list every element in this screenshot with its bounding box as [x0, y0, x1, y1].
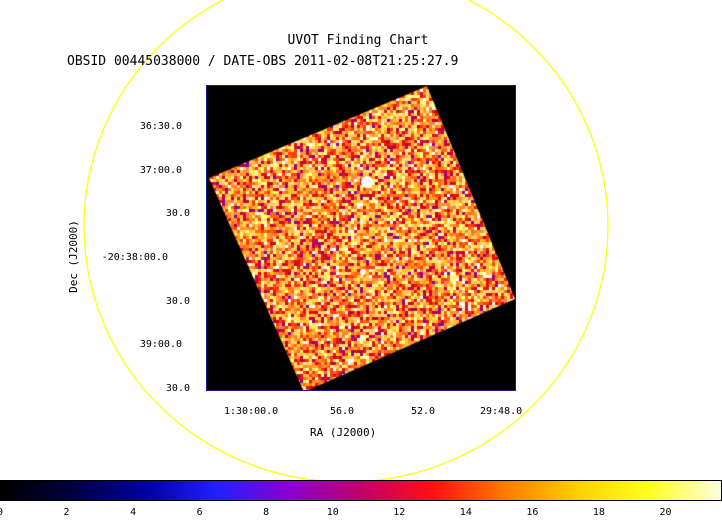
ra-tick-2: 56.0: [330, 406, 355, 417]
colorbar-tick: 20: [659, 507, 672, 518]
ra-tick-1: 1:30:00.0: [224, 406, 279, 417]
colorbar-tick: 18: [592, 507, 605, 518]
x-axis-label: RA (J2000): [310, 426, 377, 439]
colorbar-tick: 8: [263, 507, 270, 518]
dec-tick-1: 36:30.0: [139, 121, 182, 132]
colorbar-tick: 2: [63, 507, 70, 518]
dec-tick-5: 30.0: [165, 296, 190, 307]
colorbar-tick: 16: [526, 507, 539, 518]
colorbar-tick: 4: [130, 507, 137, 518]
dec-tick-3: 30.0: [165, 208, 190, 219]
colorbar-tick: 10: [326, 507, 339, 518]
observation-line: OBSID 00445038000 / DATE-OBS 2011-02-08T…: [67, 54, 459, 69]
colorbar-tick: 14: [459, 507, 472, 518]
colorbar: [0, 480, 722, 501]
ra-tick-3: 52.0: [411, 406, 436, 417]
chart-title: UVOT Finding Chart: [287, 33, 429, 48]
dec-tick-4: -20:38:00.0: [101, 252, 168, 263]
colorbar-tick: 12: [393, 507, 406, 518]
sky-image: [207, 86, 515, 390]
dec-tick-7: 30.0: [165, 383, 190, 394]
colorbar-tick: 6: [196, 507, 203, 518]
y-axis-label: Dec (J2000): [66, 220, 80, 293]
colorbar-tick: 0: [0, 507, 4, 518]
dec-tick-2: 37:00.0: [139, 165, 182, 176]
dec-tick-6: 39:00.0: [139, 339, 182, 350]
image-frame: [206, 85, 516, 391]
ra-tick-4: 29:48.0: [480, 406, 523, 417]
